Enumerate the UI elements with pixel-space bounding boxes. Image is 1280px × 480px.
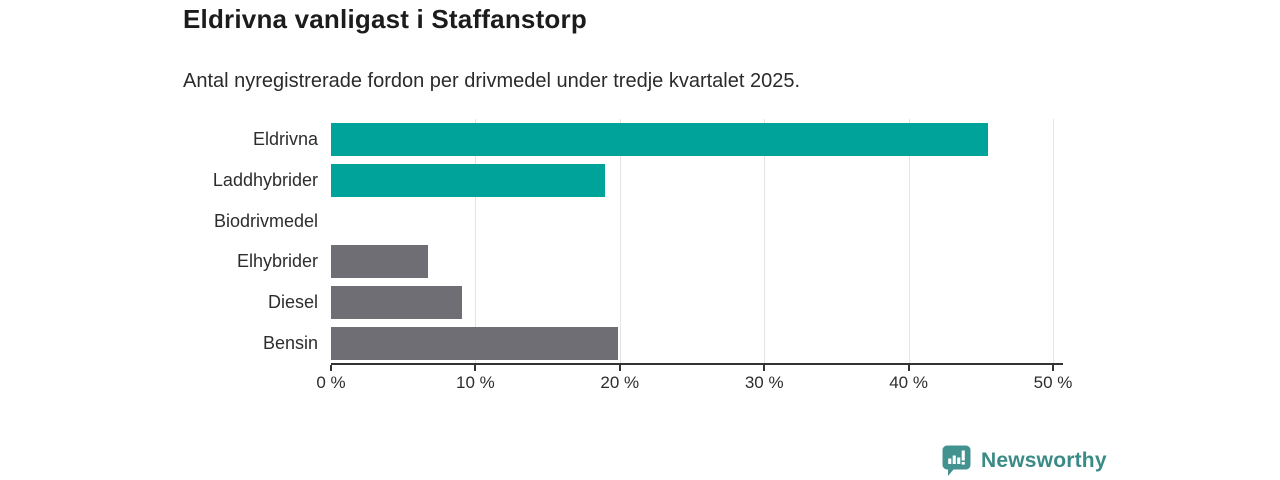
gridline	[475, 119, 477, 364]
x-tick-label: 10 %	[456, 373, 495, 392]
category-label: Elhybrider	[236, 251, 318, 272]
category-label: Biodrivmedel	[213, 210, 318, 231]
bar-diesel	[331, 286, 463, 320]
category-label: Eldrivna	[252, 128, 318, 149]
x-tick-mark	[618, 365, 621, 371]
category-label: Laddhybrider	[212, 169, 318, 190]
gridline	[619, 119, 621, 364]
bar-bensin	[331, 327, 619, 361]
gridline	[1053, 119, 1054, 364]
bar-row: Biodrivmedel	[214, 201, 1053, 242]
bar-row: Eldrivna	[253, 119, 1053, 160]
gridline	[908, 119, 910, 364]
chart-subtitle: Antal nyregistrerade fordon per drivmede…	[183, 70, 801, 92]
gridlines	[331, 119, 1054, 364]
category-label: Bensin	[262, 333, 318, 354]
bar-row: Elhybrider	[237, 241, 1053, 282]
x-tick-label: 0 %	[316, 373, 346, 392]
x-axis-line	[331, 363, 1063, 365]
x-tick-mark	[330, 365, 332, 371]
x-tick-mark	[474, 365, 477, 371]
bar-row: Diesel	[268, 282, 1053, 323]
gridline	[764, 119, 766, 364]
x-tick-label: 30 %	[744, 373, 784, 392]
x-tick-mark	[907, 365, 910, 371]
bar-chart-speech-bubble-icon	[942, 445, 971, 476]
x-tick-label: 50 %	[1033, 373, 1073, 392]
newsworthy-wordmark: Newsworthy	[981, 448, 1107, 472]
plot-area: Eldrivna Laddhybrider Biodrivmedel Elhybrid…	[213, 119, 1072, 392]
bar-eldrivna	[331, 122, 989, 156]
x-tick-label: 40 %	[889, 373, 928, 392]
x-tick-label: 20 %	[600, 373, 640, 392]
x-tick-mark	[1052, 365, 1054, 371]
bar-laddhybrider	[331, 163, 606, 197]
bar-row: Bensin	[263, 323, 1053, 364]
newsworthy-logo: Newsworthy	[941, 444, 1107, 477]
bar-rows: Eldrivna Laddhybrider Biodrivmedel Elhybrid…	[213, 119, 1053, 364]
category-label: Diesel	[267, 292, 318, 313]
x-axis-ticks: 0 % 10 % 20 % 30 % 40 % 50 %	[316, 119, 1072, 392]
chart-title: Eldrivna vanligast i Staffanstorp	[183, 4, 587, 34]
x-tick-mark	[763, 365, 766, 371]
bar-elhybrider	[331, 245, 428, 279]
bar-row: Laddhybrider	[213, 160, 1053, 201]
